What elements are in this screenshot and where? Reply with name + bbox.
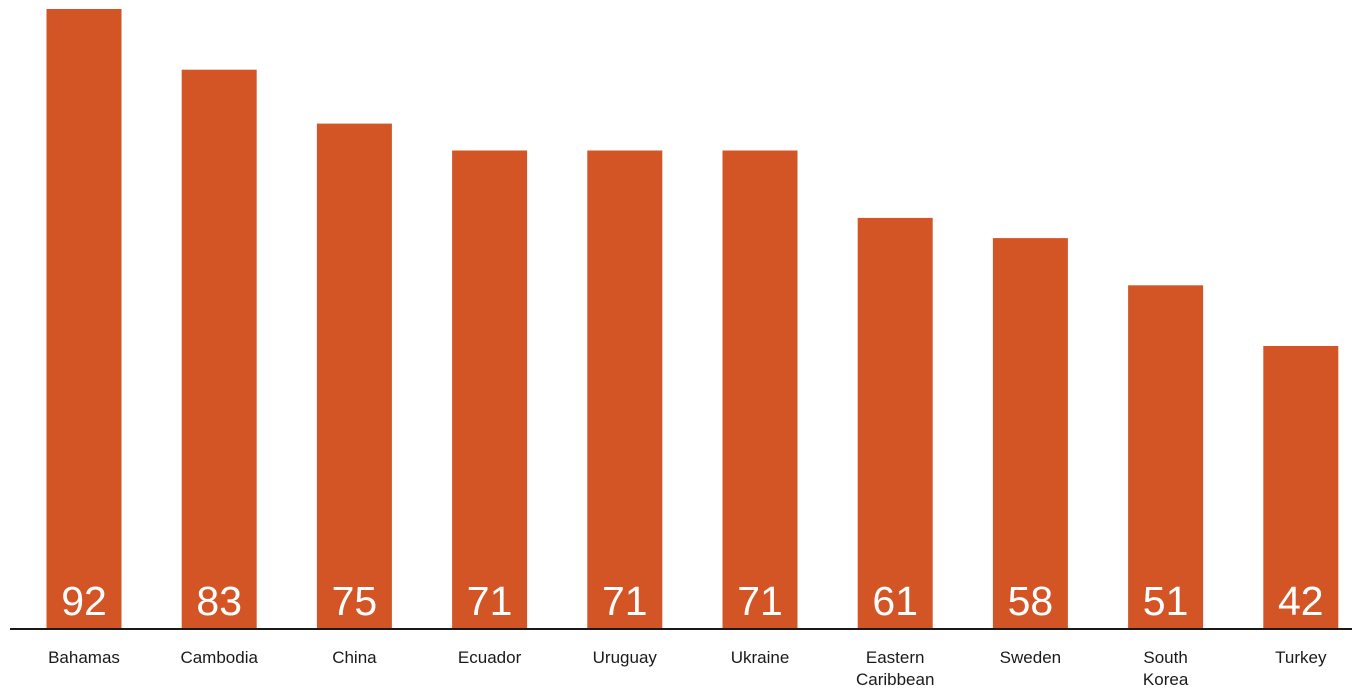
bar	[452, 150, 528, 629]
category-label: Bahamas	[48, 648, 120, 667]
category-labels: Bahamas Cambodia China Ecuador Uruguay Ukrain…	[48, 648, 1327, 689]
bar-value-label: 58	[1008, 578, 1054, 624]
bars: 92 83 75 71 71 71 61 58 51 42	[46, 9, 1339, 629]
bar-value-label: 71	[602, 578, 648, 624]
bar-value-label: 51	[1143, 578, 1189, 624]
bar	[181, 69, 257, 629]
bar	[1128, 285, 1204, 629]
category-label: China	[332, 648, 377, 667]
bar-value-label: 71	[467, 578, 513, 624]
bar-value-label: 61	[872, 578, 918, 624]
bar	[587, 150, 663, 629]
category-label: Sweden	[1000, 648, 1061, 667]
bar	[46, 9, 122, 629]
bar	[992, 238, 1068, 629]
category-label: Cambodia	[180, 648, 258, 667]
bar	[857, 217, 933, 629]
bar-value-label: 75	[332, 578, 378, 624]
bar	[1263, 346, 1339, 629]
bar-value-label: 71	[737, 578, 783, 624]
category-label: South Korea	[1143, 648, 1189, 689]
bar-value-label: 42	[1278, 578, 1324, 624]
category-label: Ukraine	[731, 648, 790, 667]
bar-value-label: 92	[61, 578, 107, 624]
bar-value-label: 83	[196, 578, 242, 624]
bar	[722, 150, 798, 629]
category-label: Ecuador	[458, 648, 522, 667]
bar	[316, 123, 392, 629]
category-label: Eastern Caribbean	[856, 648, 934, 689]
category-label: Turkey	[1275, 648, 1327, 667]
category-label: Uruguay	[593, 648, 658, 667]
